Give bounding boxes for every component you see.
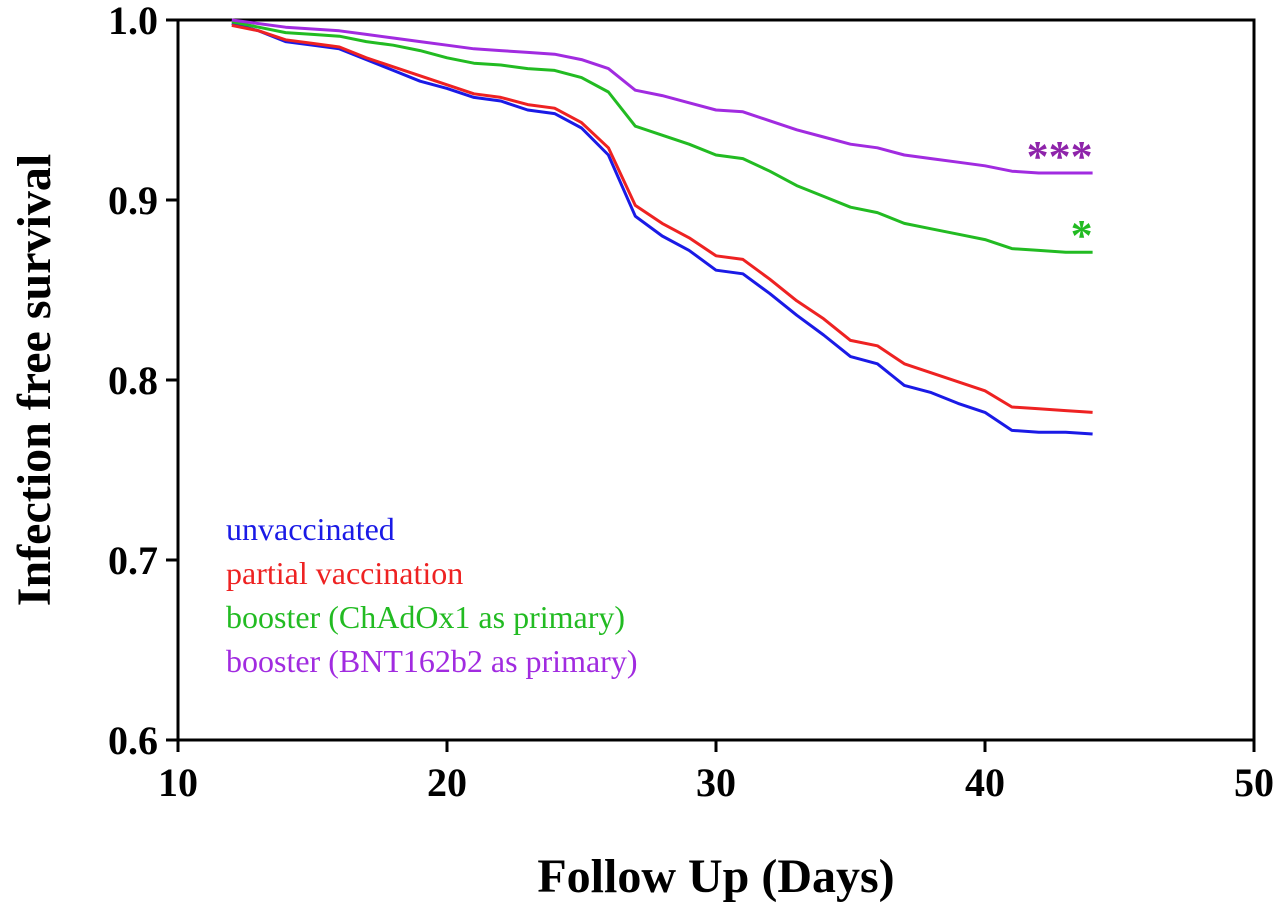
series-line-booster-chadox1-as-primary	[231, 20, 1093, 254]
legend-item: unvaccinated	[226, 511, 395, 547]
significance-marker: *	[1071, 211, 1093, 260]
significance-annotations: ****	[1027, 132, 1093, 260]
y-tick-label: 0.9	[108, 178, 158, 223]
series-line-booster-bnt162b2-as-primary	[231, 18, 1093, 175]
legend: unvaccinated partial vaccination booster (…	[226, 511, 637, 679]
axis-labels: Follow Up (Days) Infection free survival	[8, 154, 895, 903]
legend-item: booster (ChAdOx1 as primary)	[226, 599, 625, 635]
x-tick-label: 50	[1234, 760, 1274, 805]
series-line-unvaccinated	[231, 22, 1093, 436]
x-tick-label: 20	[427, 760, 467, 805]
series-line-partial-vaccination	[231, 23, 1093, 414]
y-tick-label: 1.0	[108, 0, 158, 43]
legend-item: booster (BNT162b2 as primary)	[226, 643, 637, 679]
x-tick-label: 40	[965, 760, 1005, 805]
x-axis-title: Follow Up (Days)	[537, 850, 894, 903]
legend-item: partial vaccination	[226, 555, 463, 591]
x-tick-label: 10	[158, 760, 198, 805]
y-axis-title: Infection free survival	[8, 154, 61, 606]
y-tick-label: 0.6	[108, 718, 158, 763]
series-layer	[231, 18, 1093, 436]
y-tick-label: 0.8	[108, 358, 158, 403]
y-tick-label: 0.7	[108, 538, 158, 583]
significance-marker: ***	[1027, 132, 1093, 181]
x-tick-label: 30	[696, 760, 736, 805]
plot-frame: 10 20 30 40 50 0.6 0.7 0.8 0.9 1.0	[108, 0, 1274, 805]
